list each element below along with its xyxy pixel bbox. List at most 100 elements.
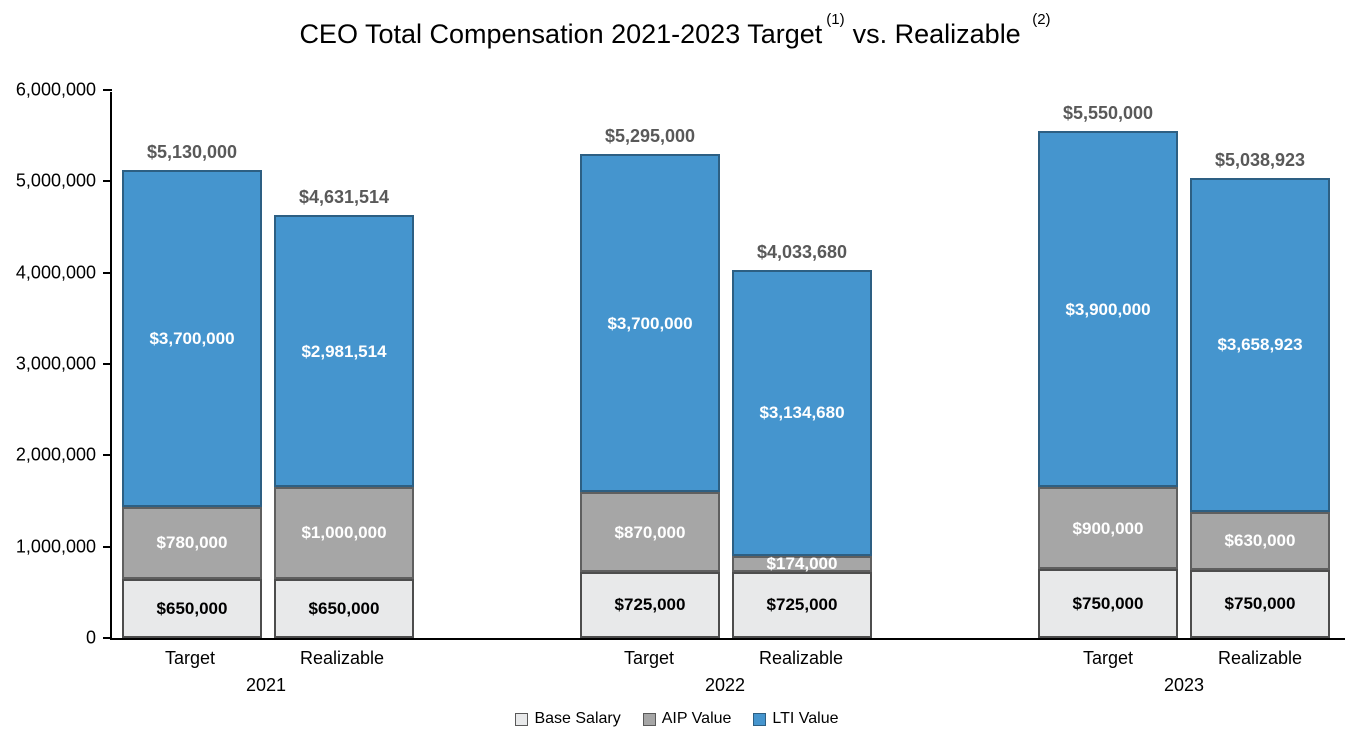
x-category-label: Target bbox=[1082, 648, 1134, 668]
y-axis: 0 1,000,000 2,000,000 3,000,000 4,000,000 5,0… bbox=[16, 80, 1345, 648]
aip-segment: $630,000 bbox=[1190, 512, 1330, 570]
base-value-label: $725,000 bbox=[614, 595, 686, 615]
stacked-bar-2022-realizable: $4,033,680 $3,134,680 $174,000 $725,000 bbox=[732, 242, 872, 638]
bar-group-2022: $5,295,000 $3,700,000 $870,000 $725,000 $4,0… bbox=[580, 126, 872, 638]
bars-row: $5,130,000 $3,700,000 $780,000 $650,000 $4,6… bbox=[112, 103, 1345, 639]
base-segment: $725,000 bbox=[580, 571, 720, 638]
bar-total-label: $5,130,000 bbox=[146, 141, 238, 162]
y-tick-mark bbox=[103, 89, 112, 91]
lti-value-label: $3,700,000 bbox=[607, 313, 693, 333]
y-tick-label: 6,000,000 bbox=[15, 79, 96, 100]
lti-segment: $2,981,514 bbox=[274, 215, 414, 488]
lti-value-label: $3,900,000 bbox=[1065, 299, 1151, 319]
y-tick-mark bbox=[103, 545, 112, 548]
y-tick-mark bbox=[103, 454, 112, 457]
bar-total-label: $5,295,000 bbox=[604, 126, 696, 147]
legend-item-aip: AIP Value bbox=[642, 710, 732, 728]
base-value-label: $650,000 bbox=[308, 598, 380, 618]
base-segment: $650,000 bbox=[274, 578, 414, 638]
base-segment: $750,000 bbox=[1190, 569, 1330, 638]
x-category-label: Target bbox=[623, 648, 675, 668]
y-tick-mark bbox=[103, 271, 112, 274]
y-tick-label: 0 bbox=[85, 627, 96, 648]
x-category-label: Target bbox=[164, 648, 216, 668]
legend-swatch-aip bbox=[642, 712, 656, 726]
base-value-label: $750,000 bbox=[1224, 594, 1296, 614]
base-segment: $725,000 bbox=[732, 571, 872, 638]
lti-segment: $3,700,000 bbox=[122, 169, 262, 508]
year-label: 2023 bbox=[1163, 675, 1205, 695]
stacked-bar-2022-target: $5,295,000 $3,700,000 $870,000 $725,000 bbox=[580, 126, 720, 638]
stacked-bar-2023-target: $5,550,000 $3,900,000 $900,000 $750,000 bbox=[1038, 103, 1178, 638]
y-tick-label: 5,000,000 bbox=[15, 170, 96, 191]
base-value-label: $725,000 bbox=[766, 595, 838, 615]
y-tick-mark bbox=[103, 180, 112, 183]
lti-segment: $3,900,000 bbox=[1038, 131, 1178, 488]
aip-segment: $174,000 bbox=[732, 554, 872, 574]
bar-total-label: $5,038,923 bbox=[1214, 149, 1306, 170]
stacked-bar-2021-realizable: $4,631,514 $2,981,514 $1,000,000 $650,000 bbox=[274, 187, 414, 638]
aip-segment: $870,000 bbox=[580, 492, 720, 572]
title-text: CEO Total Compensation 2021-2023 Target bbox=[299, 19, 823, 49]
stacked-bar-2021-target: $5,130,000 $3,700,000 $780,000 $650,000 bbox=[122, 142, 262, 639]
y-tick-label: 1,000,000 bbox=[15, 536, 96, 557]
aip-value-label: $900,000 bbox=[1072, 518, 1144, 538]
year-label: 2021 bbox=[245, 675, 287, 695]
lti-value-label: $3,134,680 bbox=[759, 403, 845, 423]
aip-value-label: $870,000 bbox=[614, 522, 686, 542]
x-axis-group-2022: Target Realizable 2022 bbox=[579, 648, 871, 696]
aip-segment: $1,000,000 bbox=[274, 487, 414, 579]
base-value-label: $750,000 bbox=[1072, 594, 1144, 614]
base-value-label: $650,000 bbox=[156, 598, 228, 618]
lti-value-label: $2,981,514 bbox=[301, 341, 387, 361]
legend-label: AIP Value bbox=[661, 710, 732, 727]
legend-swatch-base bbox=[515, 712, 529, 726]
x-category-label: Realizable bbox=[758, 648, 844, 668]
lti-segment: $3,134,680 bbox=[732, 269, 872, 556]
chart-title: CEO Total Compensation 2021-2023 Target(… bbox=[0, 11, 1354, 51]
x-axis-group-2021: Target Realizable 2021 bbox=[120, 648, 412, 696]
aip-value-label: $174,000 bbox=[766, 554, 838, 574]
legend-item-lti: LTI Value bbox=[753, 710, 839, 728]
legend-label: Base Salary bbox=[534, 710, 621, 727]
y-tick-label: 2,000,000 bbox=[15, 444, 96, 465]
lti-segment: $3,700,000 bbox=[580, 154, 720, 493]
y-tick-mark bbox=[103, 637, 112, 639]
x-category-labels: Target Realizable bbox=[120, 648, 412, 669]
bar-total-label: $5,550,000 bbox=[1062, 103, 1154, 124]
plot-area: 0 1,000,000 2,000,000 3,000,000 4,000,000 5,0… bbox=[16, 80, 1345, 648]
legend-label: LTI Value bbox=[772, 710, 839, 727]
aip-value-label: $1,000,000 bbox=[301, 523, 387, 543]
base-segment: $750,000 bbox=[1038, 569, 1178, 638]
legend-swatch-lti bbox=[753, 712, 767, 726]
year-label: 2022 bbox=[704, 675, 746, 695]
aip-value-label: $780,000 bbox=[156, 533, 228, 553]
stacked-bar-2023-realizable: $5,038,923 $3,658,923 $630,000 $750,000 bbox=[1190, 150, 1330, 638]
title-footnote-1: (1) bbox=[826, 11, 845, 28]
y-tick-label: 3,000,000 bbox=[15, 353, 96, 374]
x-category-label: Realizable bbox=[299, 648, 385, 668]
x-category-label: Realizable bbox=[1217, 648, 1303, 668]
bar-group-2021: $5,130,000 $3,700,000 $780,000 $650,000 $4,6… bbox=[122, 142, 414, 639]
lti-value-label: $3,658,923 bbox=[1217, 335, 1303, 355]
y-tick-label: 4,000,000 bbox=[15, 262, 96, 283]
title-text-2: vs. Realizable bbox=[852, 19, 1021, 49]
x-category-labels: Target Realizable bbox=[1038, 648, 1330, 669]
legend: Base Salary AIP Value LTI Value bbox=[0, 710, 1354, 728]
lti-segment: $3,658,923 bbox=[1190, 177, 1330, 512]
aip-value-label: $630,000 bbox=[1224, 531, 1296, 551]
title-footnote-2: (2) bbox=[1032, 11, 1051, 28]
legend-item-base: Base Salary bbox=[515, 710, 621, 728]
lti-value-label: $3,700,000 bbox=[149, 328, 235, 348]
aip-segment: $780,000 bbox=[122, 507, 262, 579]
bar-total-label: $4,631,514 bbox=[298, 187, 390, 207]
y-tick-mark bbox=[103, 363, 112, 365]
bar-total-label: $4,033,680 bbox=[756, 241, 848, 262]
base-segment: $650,000 bbox=[122, 578, 262, 638]
bar-group-2023: $5,550,000 $3,900,000 $900,000 $750,000 $5,0… bbox=[1038, 103, 1330, 638]
x-axis-group-2023: Target Realizable 2023 bbox=[1038, 648, 1330, 696]
x-labels-row: Target Realizable 2021 Target Realizable 2022… bbox=[110, 648, 1345, 696]
x-category-labels: Target Realizable bbox=[579, 648, 871, 669]
aip-segment: $900,000 bbox=[1038, 487, 1178, 570]
